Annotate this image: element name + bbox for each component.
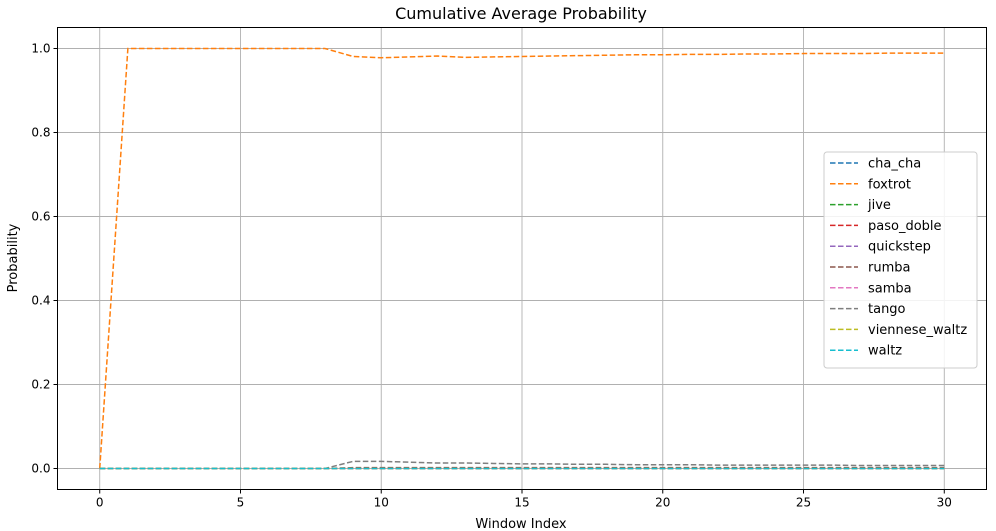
x-tick-label: 5 (237, 496, 245, 510)
chart-title: Cumulative Average Probability (395, 4, 647, 23)
y-tick-label: 0.6 (31, 210, 50, 224)
legend-label: rumba (868, 261, 910, 276)
x-tick-label: 10 (374, 496, 389, 510)
legend-label: samba (868, 281, 912, 296)
series-line-foxtrot (98, 47, 945, 469)
y-tick-label: 0.4 (31, 294, 50, 308)
y-tick-label: 1.0 (31, 42, 50, 56)
legend-label: tango (868, 302, 906, 317)
legend-label: jive (867, 198, 891, 213)
x-tick-label: 30 (937, 496, 952, 510)
legend-box (823, 151, 978, 369)
series-lines (98, 47, 945, 470)
x-tick-label: 0 (96, 496, 104, 510)
legend-label: waltz (868, 344, 902, 359)
y-axis-label: Probability (6, 223, 21, 292)
legend-label: foxtrot (868, 177, 911, 192)
x-tick-label: 25 (796, 496, 811, 510)
x-axis-label: Window Index (475, 517, 566, 531)
y-tick-label: 0.2 (31, 378, 50, 392)
legend-label: paso_doble (868, 219, 942, 234)
y-tick-label: 0.8 (31, 126, 50, 140)
legend-label: quickstep (868, 240, 931, 255)
legend-label: viennese_waltz (868, 323, 967, 338)
x-tick-label: 20 (655, 496, 670, 510)
legend-label: cha_cha (868, 157, 921, 172)
axis-ticks: 0 5 10 15 20 25 30 0.0 0.2 0.4 0.6 0.8 1.0 (31, 42, 952, 510)
x-tick-label: 15 (514, 496, 529, 510)
y-tick-label: 0.0 (31, 462, 50, 476)
